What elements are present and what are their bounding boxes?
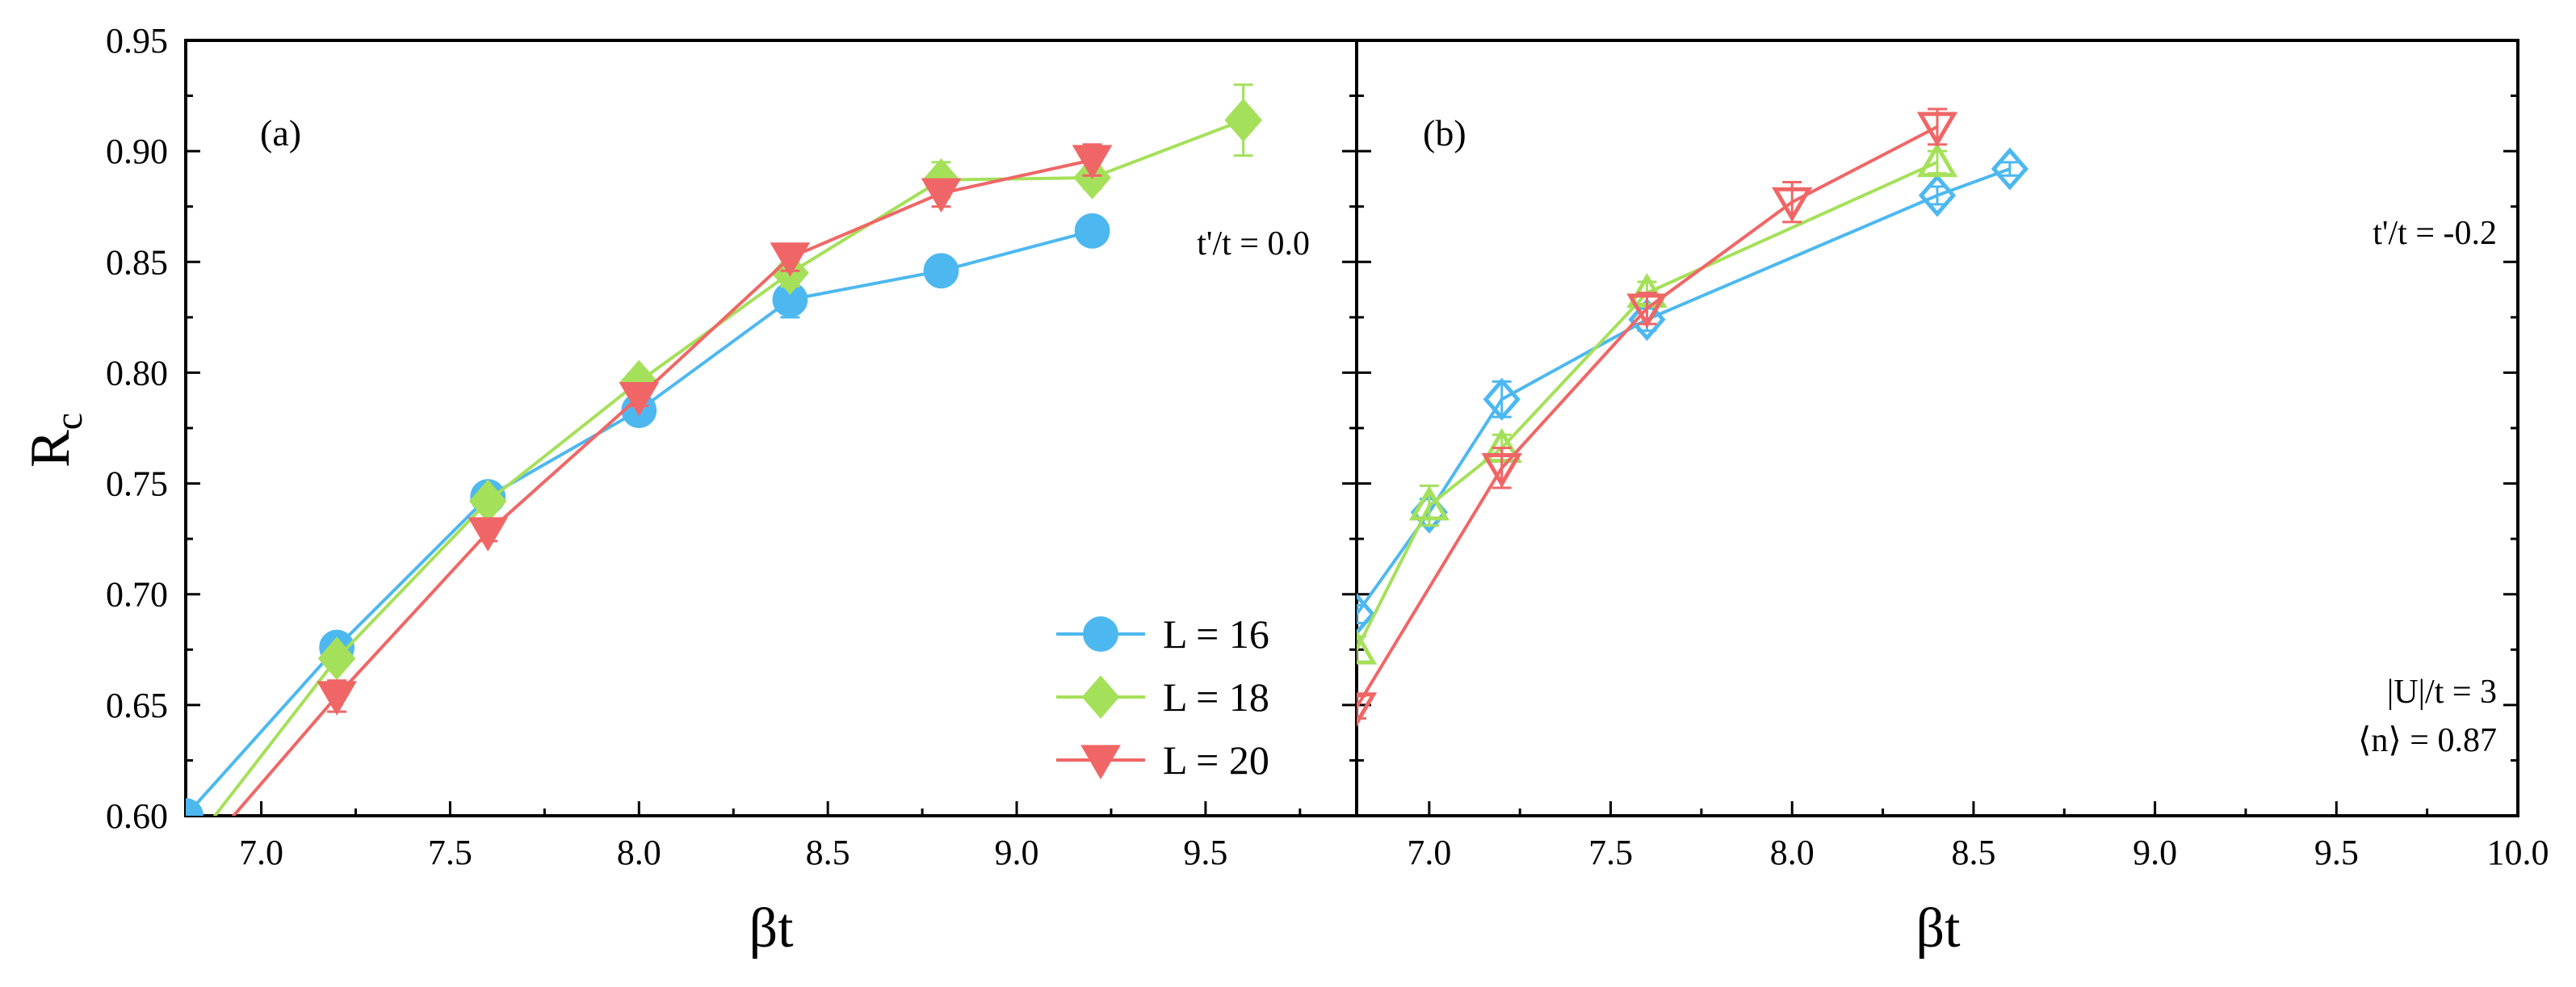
panel-b-x-tick-label: 9.5 [2314,833,2359,872]
panel-b-series [1357,107,2028,728]
legend-item: L = 16 [1056,611,1269,657]
panel-a-x-tick-label: 7.5 [428,833,472,872]
panel-a-data-point [1074,212,1110,249]
panel-a-x-tick-label: 7.0 [239,833,283,872]
panel-a-data-point [317,681,357,716]
panel-a-ticks: 7.0 7.5 8.0 8.5 9.0 9.5 0.60 0.65 0.70 0.75 0.80 0.… [106,21,1357,872]
panel-a-data-point [770,242,811,277]
panel-a-x-tick-label: 8.5 [806,833,850,872]
legend-label: L = 18 [1163,674,1269,720]
panel-a-data-point [167,857,204,889]
legend-label: L = 16 [1163,611,1269,657]
panel-a-x-tick-label: 9.5 [1183,833,1227,872]
panel-b-x-tick-label: 7.5 [1588,833,1633,872]
panel-b-x-tick-label: 8.5 [1951,833,1995,872]
panel-b-data-point [1918,174,1957,217]
panel-b-data-point [1626,293,1668,329]
y-tick-label: 0.85 [106,242,168,282]
panel-a-data-point [186,798,203,816]
panel-b-annotation-interaction: |U|/t = 3 [2387,674,2497,711]
panel-a-series-line [186,229,1093,816]
panel-a-data-point [921,178,962,213]
panel-b-data-point [1357,629,1378,665]
panel-b-ticks: 7.0 7.5 8.0 8.5 9.0 9.5 10.0 [1357,39,2549,872]
panel-b-x-tick-label: 10.0 [2487,833,2549,872]
panel-a-data-point [317,636,356,681]
panel-b-x-axis-title: βt [1915,897,1961,960]
legend: L = 16 L = 18 L = 20 [1056,611,1269,783]
panel-b-annotation-density: ⟨n⟩ = 0.87 [2358,722,2497,759]
panel-a-x-tick-label: 9.0 [995,833,1039,872]
legend-label: L = 20 [1163,737,1269,783]
panel-b-series-3 [1357,107,1958,728]
legend-marker [1083,616,1118,652]
y-tick-label: 0.80 [106,353,168,393]
panel-b-data-point [1357,692,1378,728]
panel-a-data-point [619,382,660,417]
panel-b-data-point [1628,298,1666,342]
panel-b-data-point [1991,147,2028,191]
panel-b-series-line [1357,125,1938,708]
panel-b-x-tick-label: 8.0 [1770,833,1815,872]
y-axis-title-main: R [19,430,82,468]
panel-b-data-point [1483,377,1521,421]
y-tick-label: 0.60 [106,796,168,836]
y-tick-label: 0.70 [106,575,168,615]
panel-b-series-line [1357,161,1938,651]
legend-item: L = 20 [1056,737,1269,783]
legend-marker [1080,745,1121,779]
panel-a-data-point [468,517,509,552]
panel-b-data-point [1408,485,1450,521]
panel-b-x-tick-label: 7.0 [1407,833,1451,872]
panel-b-x-tick-label: 9.0 [2133,833,2177,872]
panel-b-annotation-hopping: t'/t = -0.2 [2373,215,2497,252]
panel-b-label: (b) [1423,112,1466,153]
panel-a-series-1 [186,212,1110,816]
panel-a-data-point [1072,145,1113,180]
panel-a-series [167,83,1263,889]
y-axis-title: Rc [19,413,90,468]
panel-b-data-point [1916,111,1958,147]
panel-a: 7.0 7.5 8.0 8.5 9.0 9.5 0.60 0.65 0.70 0.75 0.80 0.… [19,21,1358,960]
y-tick-label: 0.65 [106,686,168,725]
y-tick-label: 0.90 [106,132,168,171]
panel-a-x-axis-title: βt [749,897,794,960]
legend-item: L = 18 [1056,674,1269,720]
panel-b-data-point [1357,592,1376,636]
panel-b-data-point [1772,187,1813,222]
panel-a-annotation: t'/t = 0.0 [1197,225,1310,262]
y-axis-title-subscript: c [48,413,90,430]
panel-a-label: (a) [260,112,301,153]
legend-marker [1081,675,1120,719]
panel-b-data-point [1481,453,1522,489]
panel-a-data-point [923,253,959,289]
panel-b-series-1 [1357,147,2028,636]
panel-b-data-point [1916,142,1958,178]
panel-a-x-tick-label: 8.0 [617,833,661,872]
panel-b: 7.0 7.5 8.0 8.5 9.0 9.5 10.0 (b) t'/t = -0.2 |… [1355,39,2549,960]
y-tick-label: 0.75 [106,464,168,504]
panel-a-data-point [168,833,203,874]
panel-a-series-3 [167,143,1113,889]
panel-a-data-point [1224,98,1263,142]
y-tick-label: 0.95 [106,21,168,61]
